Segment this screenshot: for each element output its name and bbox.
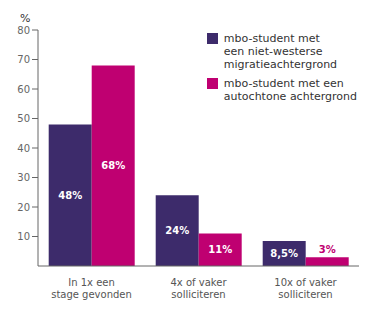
svg-text:3%: 3%: [319, 244, 336, 255]
svg-text:70: 70: [17, 54, 30, 65]
svg-text:80: 80: [17, 25, 30, 36]
svg-text:50: 50: [17, 113, 30, 124]
svg-text:48%: 48%: [58, 190, 82, 201]
html-text:mbo-student met een niet-weste: mbo-student met een niet-westerse migrat…: [223, 32, 338, 71]
svg-text:8,5%: 8,5%: [270, 248, 298, 259]
svg-text:60: 60: [17, 84, 30, 95]
svg-text:24%: 24%: [165, 225, 189, 236]
svg-text:40: 40: [17, 143, 30, 154]
svg-text:68%: 68%: [101, 160, 125, 171]
svg-text:In 1x eenstage gevonden: In 1x eenstage gevonden: [51, 277, 132, 300]
svg-text:10x of vakersolliciteren: 10x of vakersolliciteren: [274, 277, 337, 300]
svg-text:20: 20: [17, 202, 30, 213]
svg-text:30: 30: [17, 172, 30, 183]
svg-text:10: 10: [17, 231, 30, 242]
svg-text:4x of vakersolliciteren: 4x of vakersolliciteren: [170, 277, 227, 300]
svg-text:11%: 11%: [208, 244, 232, 255]
html-text:mbo-student met een autochtone: mbo-student met een autochtone achtergro…: [223, 77, 357, 103]
